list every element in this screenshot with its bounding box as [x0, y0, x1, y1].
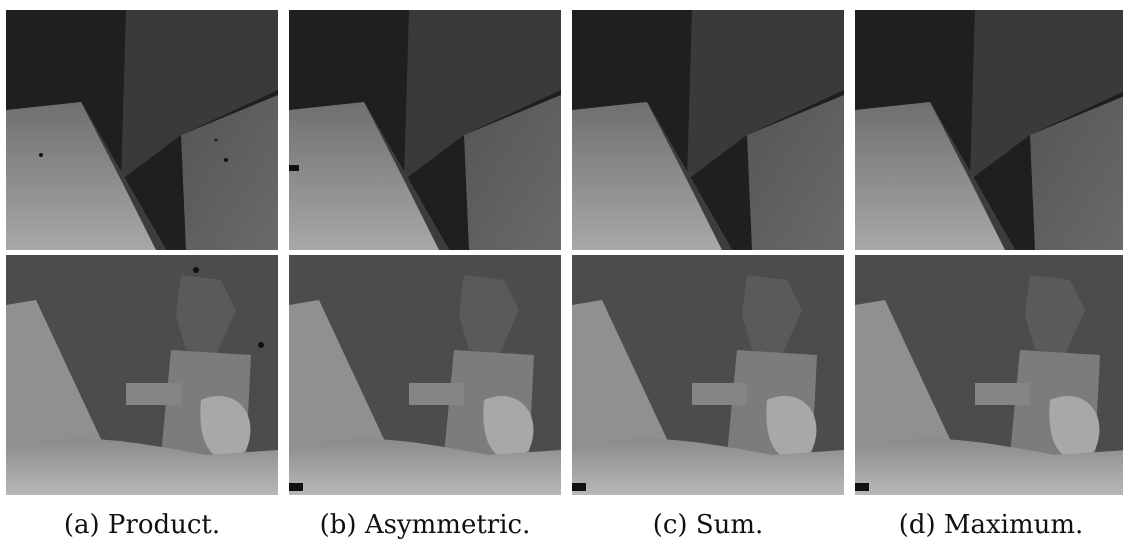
- caption-a: (a) Product.: [63, 510, 221, 540]
- disparity-image-bottom-c: [572, 255, 844, 495]
- disparity-image-top-c: [572, 10, 844, 250]
- disparity-image-top-d: [855, 10, 1123, 250]
- disparity-image-top-a: [6, 10, 278, 250]
- caption-c: (c) Sum.: [652, 510, 764, 540]
- disparity-objects-svg: [289, 255, 561, 495]
- disparity-image-bottom-a: [6, 255, 278, 495]
- disparity-objects-svg: [6, 255, 278, 495]
- disparity-planes-svg: [572, 10, 844, 250]
- disparity-image-bottom-d: [855, 255, 1123, 495]
- disparity-planes-svg: [855, 10, 1123, 250]
- disparity-objects-svg: [572, 255, 844, 495]
- disparity-planes-svg: [289, 10, 561, 250]
- disparity-objects-svg: [855, 255, 1123, 495]
- caption-b: (b) Asymmetric.: [319, 510, 531, 540]
- disparity-planes-svg: [6, 10, 278, 250]
- disparity-image-bottom-b: [289, 255, 561, 495]
- caption-d: (d) Maximum.: [898, 510, 1084, 540]
- disparity-image-top-b: [289, 10, 561, 250]
